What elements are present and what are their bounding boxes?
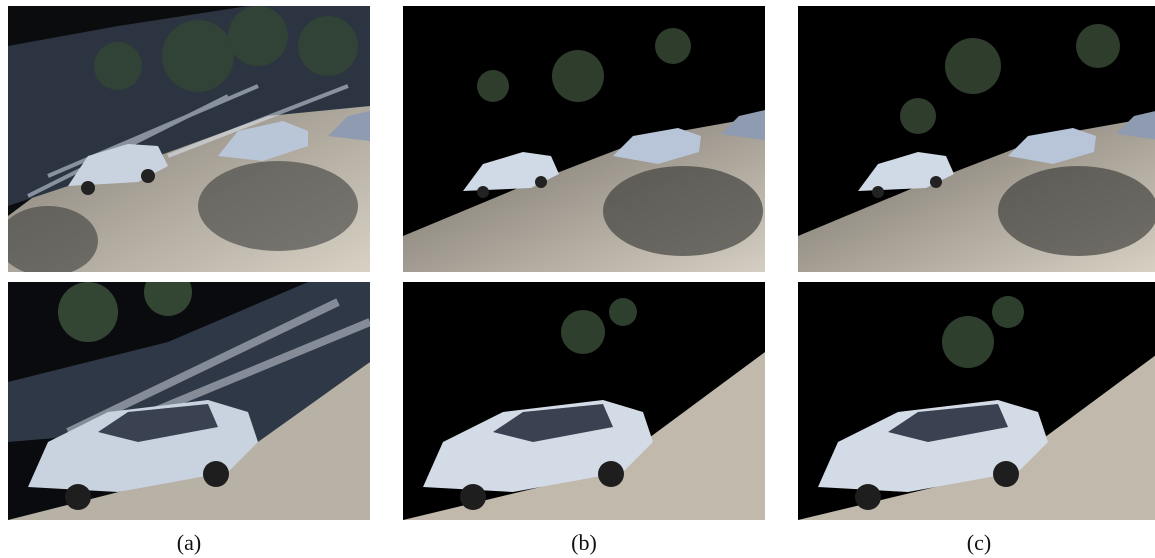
pavement: [798, 355, 1155, 520]
car-silhouette: [68, 111, 370, 195]
pavement: [403, 352, 765, 520]
point-cloud-render: [798, 6, 1155, 272]
panel-a-bottom: [8, 282, 370, 520]
caption-a: (a): [176, 530, 202, 555]
car-silhouette: [423, 400, 653, 510]
foliage: [942, 296, 1024, 368]
caption-b: (b): [571, 530, 597, 555]
panel-b-top: [403, 6, 765, 272]
point-cloud-render: [798, 282, 1155, 520]
point-cloud-render: [8, 6, 370, 272]
tree-shadow: [8, 161, 358, 272]
caption-c: (c): [966, 530, 992, 555]
car-silhouette: [858, 111, 1155, 198]
panel-a-top: [8, 6, 370, 272]
car-silhouette: [28, 400, 258, 510]
building-shadow: [8, 282, 370, 442]
foliage: [900, 24, 1120, 134]
panel-c-top: [798, 6, 1155, 272]
foliage: [58, 282, 192, 342]
foliage: [94, 6, 358, 92]
panel-b-bottom: [403, 282, 765, 520]
car-silhouette: [818, 400, 1048, 510]
point-cloud-render: [8, 282, 370, 520]
point-cloud-render: [403, 282, 765, 520]
point-cloud-render: [403, 6, 765, 272]
tree-shadow: [998, 166, 1155, 256]
foliage: [477, 28, 691, 102]
car-silhouette: [463, 110, 765, 198]
tree-shadow: [603, 166, 763, 256]
panel-c-bottom: [798, 282, 1155, 520]
pavement: [8, 362, 370, 520]
foliage: [561, 298, 637, 354]
